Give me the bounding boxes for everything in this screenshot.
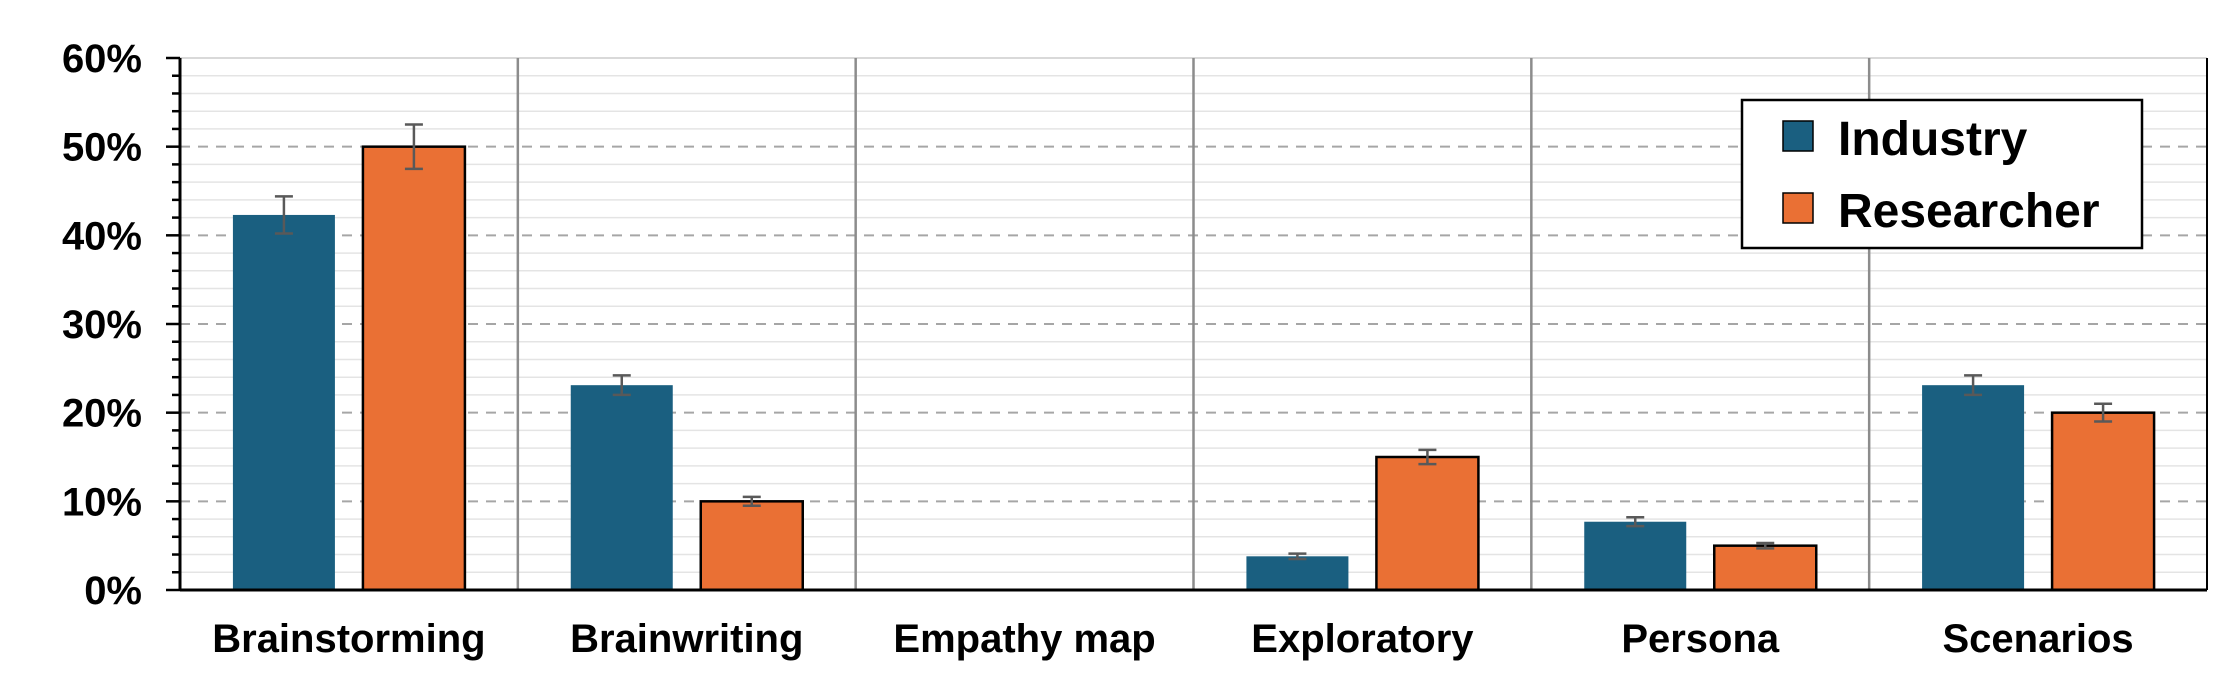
legend-label-industry: Industry bbox=[1838, 113, 2028, 166]
legend-swatch-industry bbox=[1782, 120, 1814, 152]
bars bbox=[232, 123, 2156, 592]
bar-researcher-scenarios bbox=[2050, 411, 2156, 592]
y-tick-label: 30% bbox=[62, 303, 142, 347]
bar-researcher-exploratory bbox=[1375, 455, 1480, 592]
y-tick-label: 10% bbox=[62, 480, 142, 524]
y-tick-label: 0% bbox=[84, 569, 142, 613]
bar-industry-brainstorming bbox=[232, 214, 335, 590]
bar-industry-exploratory bbox=[1246, 556, 1349, 590]
bar-researcher-persona bbox=[1713, 544, 1818, 592]
axes: Brainstorming Brainwriting Empathy map Expl… bbox=[62, 37, 2208, 661]
legend-label-researcher: Researcher bbox=[1838, 185, 2100, 238]
legend-swatch-researcher bbox=[1782, 192, 1814, 224]
bar-industry-persona bbox=[1584, 521, 1687, 590]
bar-industry-scenarios bbox=[1922, 385, 2025, 590]
bar-industry-brainwriting bbox=[570, 385, 673, 590]
y-tick-label: 60% bbox=[62, 37, 142, 81]
y-tick-label: 40% bbox=[62, 214, 142, 258]
y-tick-label: 50% bbox=[62, 126, 142, 170]
category-label: Empathy map bbox=[893, 617, 1155, 661]
category-label: Brainwriting bbox=[570, 617, 803, 661]
category-label: Brainstorming bbox=[212, 617, 485, 661]
y-tick-label: 20% bbox=[62, 392, 142, 436]
legend: Industry Researcher bbox=[1740, 98, 2144, 250]
category-label: Persona bbox=[1621, 617, 1780, 661]
bar-researcher-brainstorming bbox=[361, 145, 467, 592]
category-label: Exploratory bbox=[1251, 617, 1474, 661]
bar-researcher-brainwriting bbox=[699, 500, 804, 592]
category-label: Scenarios bbox=[1942, 617, 2133, 661]
